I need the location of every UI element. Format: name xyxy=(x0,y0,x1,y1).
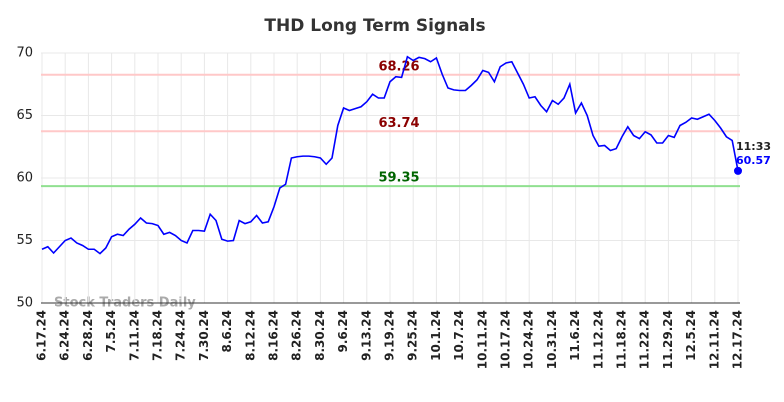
y-tick-label: 65 xyxy=(16,108,33,123)
x-tick-label: 8.16.24 xyxy=(267,310,281,361)
x-tick-label: 10.31.24 xyxy=(545,310,559,369)
last-time: 11:33 xyxy=(736,140,771,153)
x-tick-label: 10.7.24 xyxy=(452,310,466,361)
x-tick-label: 8.12.24 xyxy=(243,310,257,361)
signal-label: 63.74 xyxy=(378,116,419,131)
x-tick-label: 6.28.24 xyxy=(81,310,95,361)
x-tick-label: 12.11.24 xyxy=(707,310,721,369)
signal-label: 68.26 xyxy=(378,59,419,74)
price-line xyxy=(41,55,739,255)
x-tick-label: 11.6.24 xyxy=(568,310,582,361)
chart-title: THD Long Term Signals xyxy=(264,16,485,36)
x-tick-label: 11.22.24 xyxy=(638,310,652,369)
y-tick-label: 50 xyxy=(16,296,33,311)
y-tick-label: 60 xyxy=(16,171,33,186)
last-value: 60.57 xyxy=(736,154,771,167)
x-tick-label: 6.17.24 xyxy=(35,310,49,361)
x-tick-label: 9.6.24 xyxy=(336,310,350,353)
x-tick-label: 10.24.24 xyxy=(522,310,536,369)
x-tick-label: 7.5.24 xyxy=(104,310,118,353)
x-tick-label: 8.30.24 xyxy=(313,310,327,361)
x-tick-label: 10.17.24 xyxy=(499,310,513,369)
x-tick-label: 10.1.24 xyxy=(429,310,443,361)
x-tick-label: 9.19.24 xyxy=(383,310,397,361)
x-tick-label: 12.17.24 xyxy=(731,310,745,369)
x-tick-label: 6.24.24 xyxy=(58,310,72,361)
y-tick-label: 55 xyxy=(16,233,33,248)
y-tick-label: 70 xyxy=(16,46,33,61)
x-tick-label: 12.5.24 xyxy=(684,310,698,361)
x-tick-label: 7.24.24 xyxy=(174,310,188,361)
x-tick-label: 10.11.24 xyxy=(475,310,489,369)
x-tick-label: 9.13.24 xyxy=(359,310,373,361)
x-tick-label: 8.26.24 xyxy=(290,310,304,361)
last-point xyxy=(734,166,742,175)
x-tick-label: 8.6.24 xyxy=(220,310,234,353)
x-tick-label: 11.18.24 xyxy=(615,310,629,369)
x-tick-label: 9.25.24 xyxy=(406,310,420,361)
x-tick-label: 11.29.24 xyxy=(661,310,675,369)
x-tick-label: 7.30.24 xyxy=(197,310,211,361)
x-tick-label: 11.12.24 xyxy=(591,310,605,369)
x-tick-label: 7.11.24 xyxy=(127,310,141,361)
signal-label: 59.35 xyxy=(378,171,419,186)
x-tick-label: 7.18.24 xyxy=(151,310,165,361)
